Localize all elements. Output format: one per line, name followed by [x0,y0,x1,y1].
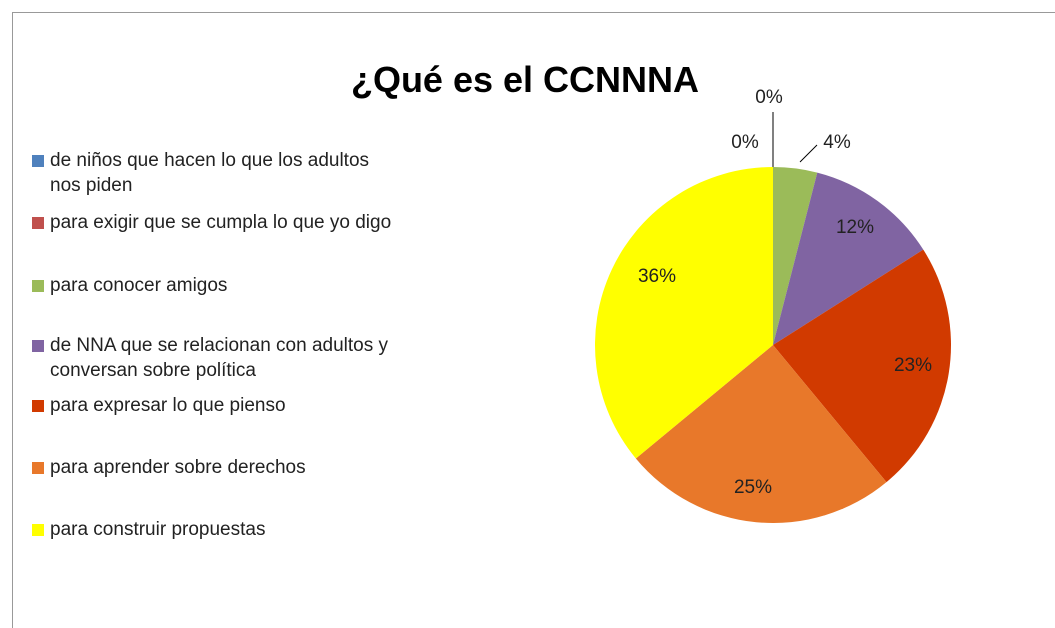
legend-swatch [32,400,44,412]
pie-slice [773,167,818,345]
legend-item: de niños que hacen lo que los adultos no… [32,148,395,198]
legend-label: para construir propuestas [50,519,266,540]
legend-item: para construir propuestas [32,517,395,542]
legend-label: para expresar lo que pienso [50,395,286,416]
data-label: 4% [823,132,851,153]
pie-slice [635,345,887,523]
legend-swatch [32,524,44,536]
leader-line [799,144,818,163]
data-label: 23% [894,355,932,376]
legend-swatch [32,155,44,167]
legend-label: de niños que hacen lo que los adultos no… [50,150,370,196]
chart-title: ¿Qué es el CCNNNA [351,59,699,100]
data-label: 36% [638,266,676,287]
legend-swatch [32,280,44,292]
legend-label: para conocer amigos [50,275,228,296]
legend-swatch [32,217,44,229]
legend-swatch [32,462,44,474]
pie-slice [773,172,924,345]
legend-item: de NNA que se relacionan con adultos y c… [32,333,395,383]
pie-slice [595,167,773,459]
legend-item: para conocer amigos [32,273,395,298]
legend-item: para expresar lo que pienso [32,393,395,418]
data-label: 0% [755,87,783,108]
legend-item: para aprender sobre derechos [32,455,395,480]
data-label: 12% [836,217,874,238]
legend-swatch [32,340,44,352]
legend-item: para exigir que se cumpla lo que yo digo [32,210,395,235]
legend-label: para exigir que se cumpla lo que yo digo [50,212,392,233]
data-label: 0% [731,132,759,153]
legend-label: para aprender sobre derechos [50,457,306,478]
data-label: 25% [734,477,772,498]
pie-slice [773,249,951,483]
legend-label: de NNA que se relacionan con adultos y c… [50,335,388,381]
